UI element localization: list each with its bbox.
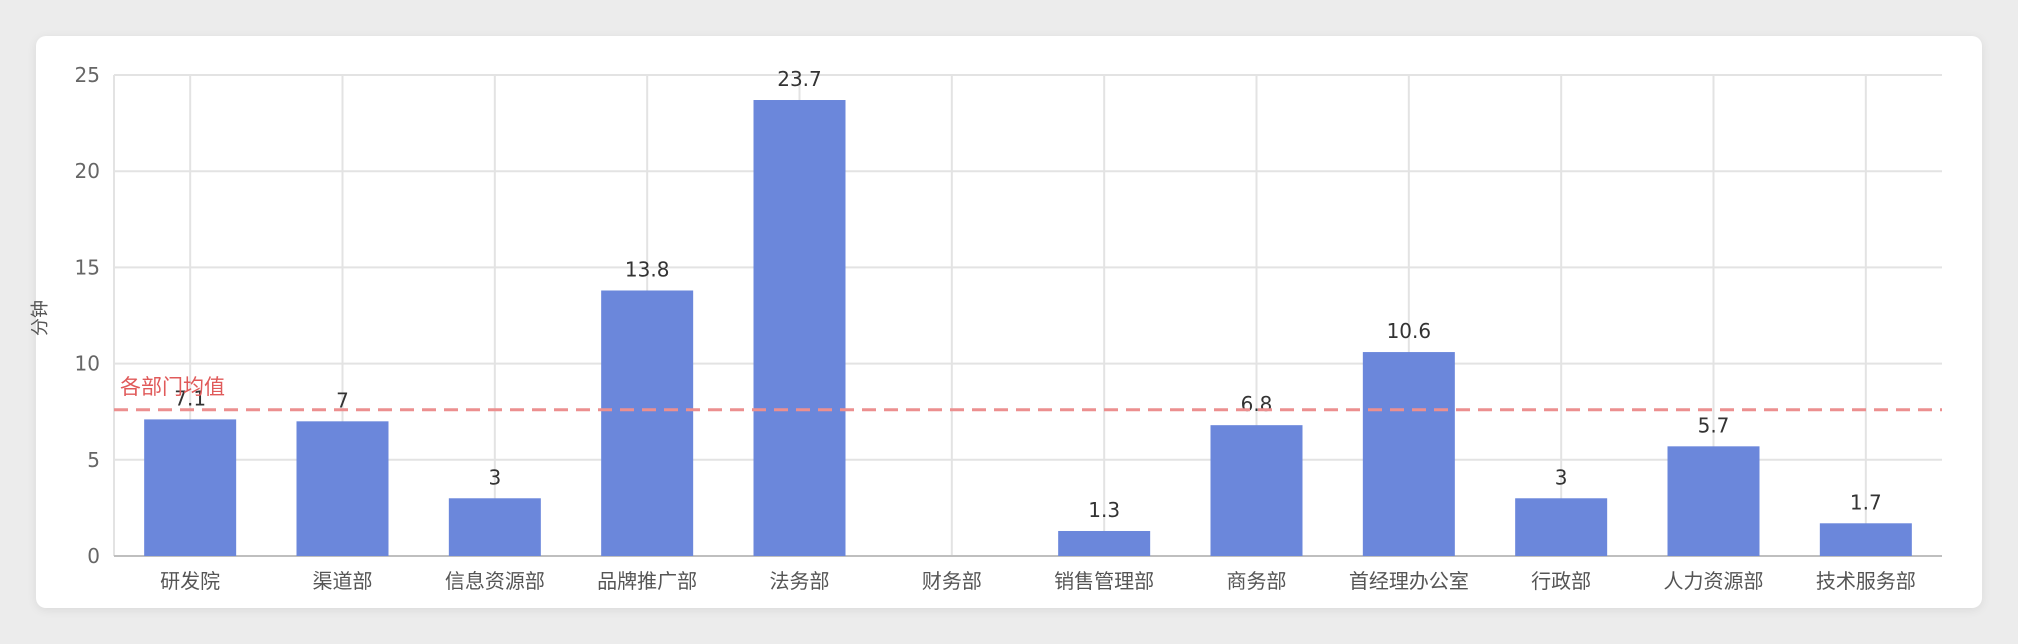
x-tick-label: 财务部: [922, 569, 982, 593]
bar[interactable]: [1362, 352, 1455, 556]
x-tick-label: 研发院: [160, 569, 220, 593]
bar-value-label: 5.7: [1698, 413, 1730, 437]
x-tick-label: 首经理办公室: [1349, 569, 1469, 593]
bar[interactable]: [1819, 523, 1912, 556]
bar-value-label: 1.3: [1088, 498, 1120, 522]
x-tick-label: 销售管理部: [1054, 569, 1154, 593]
bar[interactable]: [1058, 530, 1151, 556]
bar-value-label: 1.7: [1850, 490, 1882, 514]
bars: [144, 100, 1912, 557]
x-tick-label: 品牌推广部: [597, 569, 697, 593]
y-tick-label: 15: [75, 255, 100, 279]
bar[interactable]: [1515, 498, 1608, 556]
y-tick-label: 0: [87, 544, 100, 568]
bar-value-label: 7.1: [174, 386, 206, 410]
y-tick-label: 5: [87, 448, 100, 472]
bar[interactable]: [1667, 446, 1760, 556]
average-line-group: 各部门均值: [114, 375, 1942, 412]
bar-value-label: 10.6: [1387, 319, 1432, 343]
x-tick-label: 信息资源部: [445, 569, 545, 593]
y-tick-label: 20: [75, 159, 100, 183]
bar[interactable]: [448, 498, 541, 556]
bar-value-label: 3: [1555, 465, 1568, 489]
x-tick-label: 行政部: [1531, 569, 1591, 593]
bar-value-label: 7: [336, 388, 349, 412]
x-tick-label: 渠道部: [313, 569, 373, 593]
x-axis: 研发院 渠道部 信息资源部 品牌推广部 法务部 财务部 销售管理部 商务部 首经理办公室 行政部 人…: [114, 555, 1942, 593]
x-tick-label: 技术服务部: [1816, 569, 1916, 593]
bar[interactable]: [144, 419, 237, 556]
bar[interactable]: [601, 290, 694, 556]
y-tick-label: 10: [75, 352, 100, 376]
x-tick-label: 商务部: [1227, 569, 1287, 593]
average-label: 各部门均值: [120, 375, 225, 399]
bar-value-label: 13.8: [625, 257, 670, 281]
y-tick-label: 25: [75, 63, 100, 87]
y-axis-title: 分钟: [30, 300, 51, 336]
value-labels: 7.1 7 3 13.8 23.7 1.3 6.8 10.6 3 5.7 1.7: [174, 67, 1881, 522]
bar[interactable]: [296, 421, 389, 556]
bar-value-label: 23.7: [777, 67, 822, 91]
x-tick-label: 法务部: [770, 569, 830, 593]
x-tick-label: 人力资源部: [1664, 569, 1764, 593]
bar[interactable]: [753, 100, 846, 557]
bar-value-label: 6.8: [1241, 392, 1273, 416]
bar[interactable]: [1210, 425, 1303, 556]
y-axis: 0 5 10 15 20 25: [75, 63, 115, 568]
bar-value-label: 3: [488, 465, 501, 489]
